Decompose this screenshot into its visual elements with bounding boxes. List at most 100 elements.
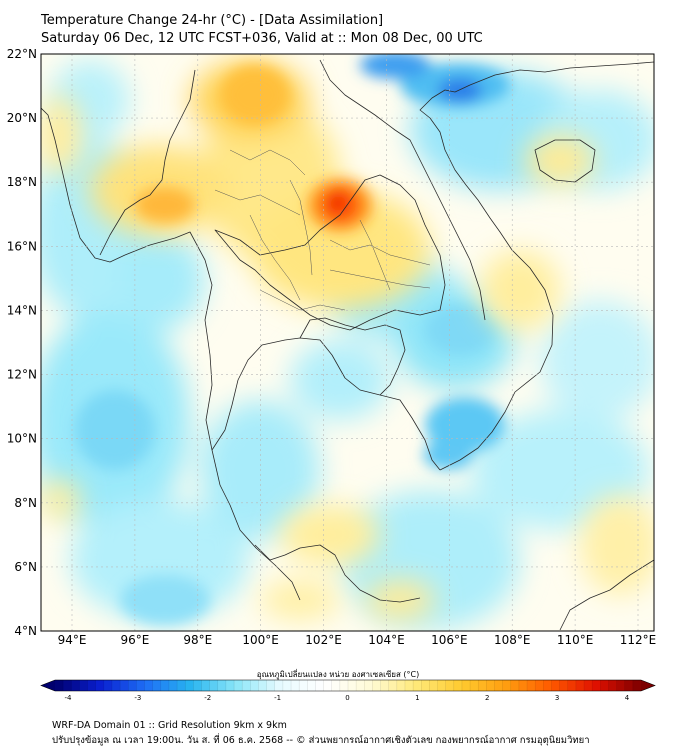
lat-label: 22°N xyxy=(7,47,37,61)
colorbar-segment xyxy=(274,680,284,691)
title-line-1: Temperature Change 24-hr (°C) - [Data As… xyxy=(41,13,384,28)
province-borders xyxy=(214,149,431,311)
colorbar-segment xyxy=(87,680,97,691)
colorbar-segment xyxy=(584,680,593,691)
field-warm-layer xyxy=(41,60,654,620)
colorbar-tick-label: -2 xyxy=(204,694,211,702)
lon-label: 98°E xyxy=(183,633,212,647)
lon-label: 102°E xyxy=(305,633,342,647)
lon-label: 100°E xyxy=(242,633,279,647)
map-title: Temperature Change 24-hr (°C) - [Data As… xyxy=(41,12,483,48)
lat-label: 4°N xyxy=(14,624,37,638)
colorbar-segment xyxy=(242,680,251,691)
lon-label: 94°E xyxy=(58,633,87,647)
colorbar-segment xyxy=(209,680,219,691)
colorbar-segment xyxy=(372,680,381,691)
colorbar-segment xyxy=(396,680,406,691)
footer: WRF-DA Domain 01 :: Grid Resolution 9km … xyxy=(52,718,590,748)
colorbar-segment xyxy=(55,680,64,691)
colorbar-segment xyxy=(429,680,438,691)
colorbar-segment xyxy=(144,680,154,691)
colorbar-tick-label: -4 xyxy=(65,694,73,702)
colorbar-segment xyxy=(168,680,178,691)
coastlines xyxy=(41,59,654,631)
lat-label: 16°N xyxy=(7,239,37,253)
colorbar-segment xyxy=(217,680,227,691)
colorbar-segment xyxy=(364,680,373,691)
colorbar-segment xyxy=(575,680,585,691)
latitude-labels: 22°N 20°N 18°N 16°N 14°N 12°N 10°N 8°N 6°N 4°N xyxy=(7,47,37,638)
colorbar-segment xyxy=(299,680,308,691)
lon-label: 110°E xyxy=(557,633,594,647)
colorbar-segment xyxy=(323,680,333,691)
map-field xyxy=(41,54,654,631)
colorbar-segment xyxy=(348,680,357,691)
colorbar-segment xyxy=(95,680,105,691)
map-frame xyxy=(40,53,655,632)
colorbar-outline xyxy=(40,679,656,692)
colorbar-segment xyxy=(225,680,235,691)
colorbar-tick-label: 4 xyxy=(625,694,630,702)
lat-label: 20°N xyxy=(7,111,37,125)
colorbar-segment xyxy=(282,680,292,691)
colorbar-segment xyxy=(185,680,194,691)
colorbar-segment xyxy=(445,680,455,691)
longitude-labels: 94°E 96°E 98°E 100°E 102°E 104°E 106°E 108°E 110… xyxy=(58,633,657,647)
colorbar-segment xyxy=(201,680,211,691)
colorbar-segment xyxy=(632,680,642,691)
colorbar-segment xyxy=(502,680,512,691)
colorbar-segment xyxy=(527,680,536,691)
colorbar-segment xyxy=(518,680,528,691)
colorbar-high-extension xyxy=(641,680,655,691)
lat-label: 10°N xyxy=(7,432,37,446)
colorbar-low-extension xyxy=(41,680,55,691)
lat-label: 14°N xyxy=(7,303,37,317)
colorbar-segment xyxy=(624,680,634,691)
colorbar-label: อุณหภูมิเปลี่ยนแปลง หน่วย องศาเซลเซียส (… xyxy=(256,670,420,679)
colorbar-segment xyxy=(421,680,430,691)
lat-label: 12°N xyxy=(7,368,37,382)
colorbar-segment xyxy=(291,680,300,691)
colorbar-tick-label: 2 xyxy=(485,694,489,702)
colorbar-segment xyxy=(356,680,365,691)
colorbar-segment xyxy=(404,680,414,691)
footer-line-2: ปรับปรุงข้อมูล ณ เวลา 19:00น. วัน ส. ที่… xyxy=(52,735,590,746)
colorbar-segment xyxy=(453,680,463,691)
lon-label: 108°E xyxy=(494,633,531,647)
colorbar-segment xyxy=(103,680,113,691)
lat-label: 8°N xyxy=(14,496,37,510)
colorbar-segment xyxy=(567,680,577,691)
colorbar-segment xyxy=(63,680,72,691)
colorbar-segment xyxy=(388,680,398,691)
colorbar-tick-label: 1 xyxy=(415,694,419,702)
colorbar-segment xyxy=(160,680,170,691)
colorbar-segment xyxy=(413,680,422,691)
colorbar-tick-label: 3 xyxy=(555,694,559,702)
colorbar-segment xyxy=(79,680,88,691)
colorbar-segment xyxy=(559,680,569,691)
colorbar-tick-label: -3 xyxy=(134,694,141,702)
colorbar-segment xyxy=(437,680,447,691)
colorbar-segment xyxy=(120,680,129,691)
colorbar-segment xyxy=(331,680,341,691)
colorbar-segment xyxy=(250,680,259,691)
colorbar-segment xyxy=(600,680,609,691)
colorbar-segment xyxy=(307,680,316,691)
colorbar-segment xyxy=(551,680,561,691)
lat-label: 6°N xyxy=(14,560,37,574)
colorbar-segment xyxy=(543,680,552,691)
lon-label: 106°E xyxy=(431,633,468,647)
lat-label: 18°N xyxy=(7,175,37,189)
gridlines xyxy=(41,54,654,631)
colorbar-segment xyxy=(510,680,520,691)
colorbar-segment xyxy=(380,680,390,691)
colorbar-segment xyxy=(136,680,145,691)
colorbar-segment xyxy=(111,680,121,691)
lon-label: 96°E xyxy=(120,633,149,647)
colorbar-segment xyxy=(128,680,137,691)
colorbar-segment xyxy=(177,680,186,691)
colorbar-segment xyxy=(234,680,243,691)
title-line-2: Saturday 06 Dec, 12 UTC FCST+036, Valid … xyxy=(41,31,483,46)
colorbar-segment xyxy=(258,680,268,691)
lon-label: 112°E xyxy=(620,633,657,647)
